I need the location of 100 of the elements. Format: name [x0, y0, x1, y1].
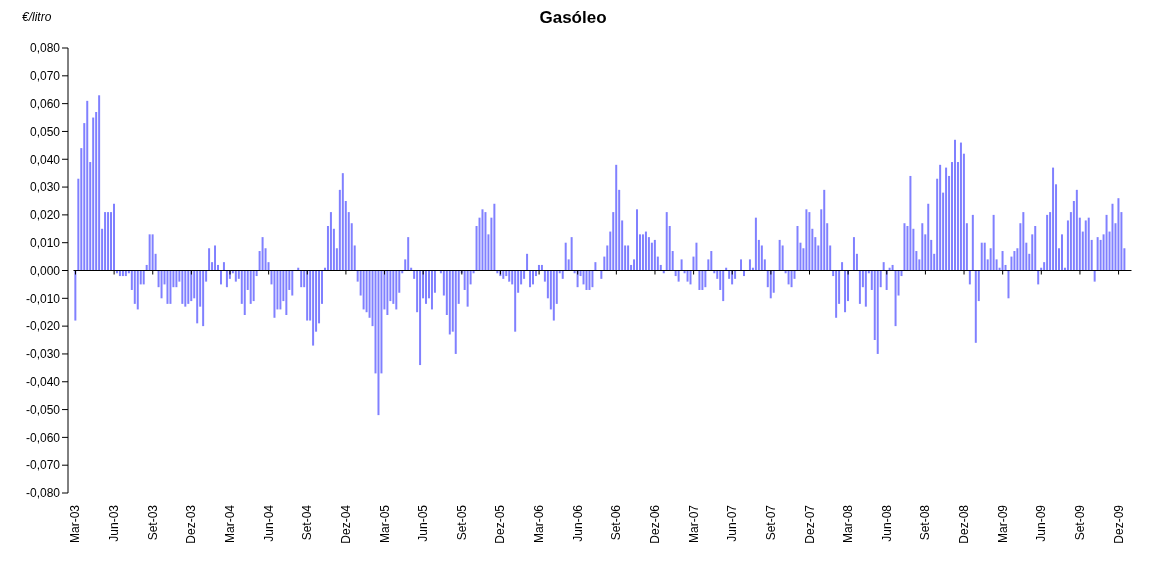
bar [743, 270, 745, 277]
bar [166, 270, 169, 304]
bar [796, 226, 799, 271]
bar [787, 270, 790, 285]
bar [285, 270, 288, 315]
bar [107, 212, 110, 271]
bar [508, 270, 511, 282]
x-tick-label: Set-06 [609, 504, 624, 541]
bar [362, 270, 365, 310]
x-tick-label: Jun-03 [107, 504, 122, 542]
bar [701, 270, 704, 290]
bar [112, 203, 115, 271]
x-tick-label: Jun-06 [570, 504, 585, 542]
bar [710, 251, 713, 271]
bar [219, 270, 222, 285]
bar [945, 167, 948, 271]
bar [852, 237, 855, 271]
bar [279, 270, 282, 310]
bar [86, 100, 89, 271]
bar [686, 270, 689, 282]
x-tick-label: Mar-03 [68, 504, 83, 544]
x-tick-label: Dez-03 [184, 504, 199, 544]
bar [175, 270, 178, 288]
bar [615, 164, 618, 271]
bar [395, 270, 398, 310]
bar [1084, 220, 1087, 271]
bar [312, 270, 315, 346]
bar [983, 242, 986, 271]
bar [864, 270, 867, 307]
bar [680, 259, 683, 271]
bar [561, 270, 564, 279]
bar [234, 270, 237, 282]
x-tick-label: Jun-08 [879, 504, 894, 542]
bar [954, 139, 956, 271]
bar [502, 270, 505, 279]
x-tick-label: Set-05 [454, 504, 469, 541]
bar [537, 264, 540, 271]
y-tick-label: 0,000 [29, 263, 61, 278]
bar [291, 270, 294, 296]
bar [585, 270, 588, 290]
x-tick-label: Dez-05 [493, 504, 508, 544]
bar [121, 270, 124, 277]
bar [466, 270, 469, 307]
bar [142, 270, 145, 285]
bar [526, 253, 529, 271]
bar [1111, 203, 1114, 271]
bar [1034, 226, 1037, 271]
bar [636, 209, 639, 271]
bar [249, 270, 252, 304]
bar [627, 245, 630, 271]
x-tick-label: Mar-09 [995, 504, 1010, 544]
bar [1075, 189, 1078, 271]
y-tick-label: -0,030 [25, 347, 61, 362]
bar [858, 270, 861, 304]
bar [196, 270, 199, 324]
bar [894, 270, 897, 327]
bar [665, 212, 668, 271]
bar [532, 270, 535, 285]
y-tick-label: -0,050 [25, 402, 61, 417]
bar [591, 270, 594, 288]
bar [252, 270, 255, 302]
bar [151, 234, 154, 271]
bar [181, 270, 184, 304]
y-tick-label: -0,060 [25, 430, 61, 445]
chart-title: Gasóleo [539, 8, 607, 27]
x-tick-label: Dez-06 [647, 504, 662, 544]
bar [484, 212, 487, 271]
bar [481, 209, 484, 271]
bar [1037, 270, 1040, 285]
bar [104, 212, 107, 271]
bar [689, 270, 692, 285]
bar [425, 270, 428, 304]
bar [261, 237, 264, 271]
bar [454, 270, 457, 354]
bar [790, 270, 793, 288]
bar [1013, 251, 1016, 271]
bar [419, 270, 422, 366]
bar [968, 270, 971, 285]
bar [222, 262, 225, 271]
bar [1087, 217, 1090, 271]
y-tick-label: 0,010 [29, 235, 61, 250]
bar [148, 234, 151, 271]
bar [386, 270, 389, 315]
bar [885, 270, 888, 290]
bar [594, 262, 597, 271]
bar [740, 259, 743, 271]
bar [407, 237, 410, 271]
bar [980, 242, 983, 271]
bar [677, 270, 680, 282]
x-tick-label: Mar-06 [532, 504, 547, 544]
y-tick-label: -0,040 [25, 375, 61, 390]
bar [208, 248, 211, 271]
x-tick-label: Set-07 [763, 504, 778, 541]
x-tick-label: Set-09 [1072, 504, 1087, 541]
bar [136, 270, 139, 310]
bar [903, 223, 906, 271]
bar [448, 270, 451, 335]
y-tick-label: 0,070 [29, 69, 61, 84]
x-tick-label: Mar-05 [377, 504, 392, 544]
bar [187, 270, 190, 304]
